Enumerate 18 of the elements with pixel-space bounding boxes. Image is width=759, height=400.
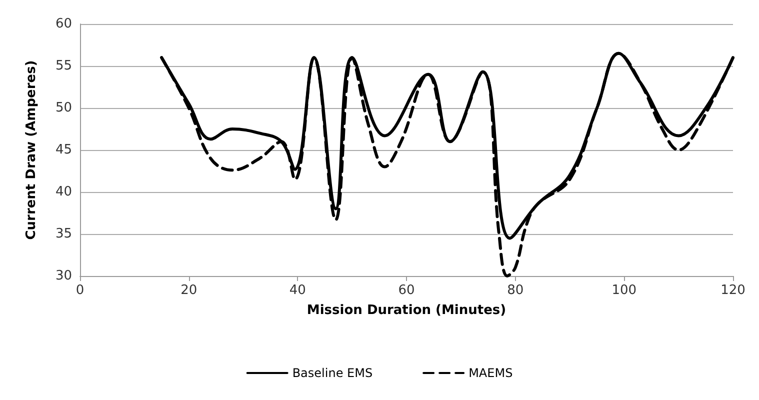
x-tick-label: 100 [612,283,637,298]
x-tick-label: 0 [76,283,84,298]
legend-label: MAEMS [468,366,513,380]
x-axis-title: Mission Duration (Minutes) [306,303,506,318]
y-tick-label: 40 [55,184,72,200]
y-tick-label: 50 [55,100,72,116]
y-tick-label: 60 [55,16,72,32]
y-tick-label: 45 [55,142,72,158]
y-axis-title: Current Draw (Amperes) [24,60,39,240]
x-tick-label: 120 [720,283,746,298]
legend-label: Baseline EMS [292,366,373,380]
y-tick-label: 30 [55,268,72,284]
x-tick-label: 80 [507,283,524,298]
y-tick-label: 55 [55,58,72,74]
x-tick-label: 20 [180,283,198,298]
x-tick-label: 60 [398,283,415,298]
y-tick-label: 35 [55,226,72,242]
x-tick-label: 40 [289,283,306,298]
